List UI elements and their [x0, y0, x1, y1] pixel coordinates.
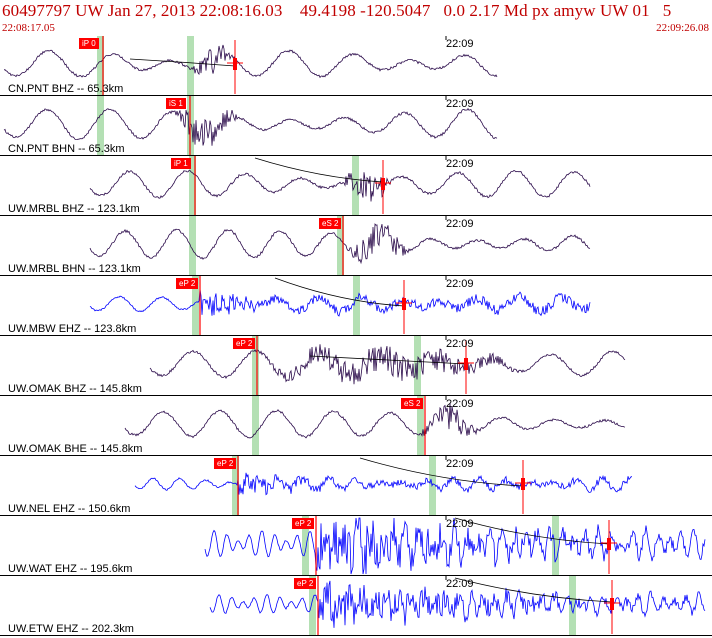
analysis-window-marker [252, 396, 259, 456]
pick-uncertainty-bar [607, 538, 611, 550]
predicted-arrival-curve [454, 517, 610, 545]
trace-panel[interactable]: 22:09 iP 0 CN.PNT BHZ -- 65.3km [0, 36, 712, 96]
trace-panel[interactable]: 22:09 iP 1 UW.MRBL BHZ -- 123.1km [0, 156, 712, 216]
predicted-arrival-curve [359, 457, 524, 487]
trace-plot [0, 276, 712, 336]
trace-stack: 22:09 iP 0 CN.PNT BHZ -- 65.3km 22:09 iS 1 CN… [0, 36, 712, 638]
time-tick-label: 22:09 [446, 218, 474, 230]
phase-pick-label[interactable]: eP 2 [176, 278, 199, 289]
trace-panel[interactable]: 22:09 eP 2 UW.WAT EHZ -- 195.6km [0, 516, 712, 576]
trace-panel[interactable]: 22:09 eP 2 UW.NEL EHZ -- 150.6km [0, 456, 712, 516]
time-tick-label: 22:09 [446, 578, 474, 590]
time-tick-label: 22:09 [446, 518, 474, 530]
time-tick-label: 22:09 [446, 38, 474, 50]
phase-pick-label[interactable]: eP 2 [233, 338, 256, 349]
trace-panel[interactable]: 22:09 eP 2 UW.ETW EHZ -- 202.3km [0, 576, 712, 636]
station-channel-label: CN.PNT BHN -- 65.3km [8, 143, 125, 155]
station-channel-label: UW.ETW EHZ -- 202.3km [8, 623, 134, 635]
waveform-trace [89, 170, 591, 202]
time-tick-label: 22:09 [446, 398, 474, 410]
pick-uncertainty-bar [464, 358, 468, 370]
trace-plot [0, 96, 712, 156]
analysis-window-marker [569, 576, 576, 636]
phase-pick-label[interactable]: eS 2 [319, 218, 342, 229]
station-channel-label: UW.WAT EHZ -- 195.6km [8, 563, 133, 575]
waveform-trace [204, 517, 706, 575]
phase-pick-label[interactable]: iP 0 [79, 38, 99, 49]
station-channel-label: UW.MRBL BHZ -- 123.1km [8, 203, 140, 215]
time-tick-label: 22:09 [446, 158, 474, 170]
pick-uncertainty-bar [402, 298, 406, 310]
waveform-trace [134, 472, 633, 496]
trace-panel[interactable]: 22:09 eP 2 UW.OMAK BHZ -- 145.8km [0, 336, 712, 396]
trace-plot [0, 576, 712, 636]
trace-plot [0, 36, 712, 96]
trace-plot [0, 456, 712, 516]
waveform-trace [3, 107, 498, 146]
predicted-arrival-curve [274, 277, 405, 307]
analysis-window-marker [352, 156, 359, 216]
phase-pick-label[interactable]: eP 2 [292, 518, 315, 529]
analysis-window-marker [189, 156, 196, 216]
trace-panel[interactable]: 22:09 eS 2 UW.OMAK BHE -- 145.8km [0, 396, 712, 456]
time-tick-label: 22:09 [446, 278, 474, 290]
analysis-window-marker [192, 276, 199, 336]
analysis-window-marker [189, 216, 196, 276]
analysis-window-marker [187, 36, 194, 96]
station-channel-label: CN.PNT BHZ -- 65.3km [8, 83, 124, 95]
analysis-window-marker [417, 396, 424, 456]
window-start-time: 22:08:17.05 [2, 22, 55, 34]
phase-pick-label[interactable]: iS 1 [166, 98, 186, 109]
waveform-trace [149, 344, 626, 385]
trace-panel[interactable]: 22:09 eP 2 UW.MBW EHZ -- 123.8km [0, 276, 712, 336]
waveform-trace [3, 44, 498, 79]
analysis-window-marker [309, 576, 316, 636]
waveform-trace [124, 403, 626, 439]
station-channel-label: UW.MRBL BHN -- 123.1km [8, 263, 141, 275]
phase-pick-label[interactable]: eP 2 [294, 578, 317, 589]
phase-pick-label[interactable]: eP 2 [214, 458, 237, 469]
time-tick-label: 22:09 [446, 98, 474, 110]
analysis-window-marker [429, 456, 436, 516]
predicted-arrival-curve [454, 577, 613, 603]
station-channel-label: UW.OMAK BHE -- 145.8km [8, 443, 143, 455]
station-channel-label: UW.NEL EHZ -- 150.6km [8, 503, 131, 515]
window-end-time: 22:09:26.08 [656, 22, 709, 34]
analysis-window-marker [353, 276, 360, 336]
trace-plot [0, 396, 712, 456]
analysis-window-marker [232, 456, 239, 516]
waveform-trace [89, 289, 591, 317]
analysis-window-marker [252, 336, 259, 396]
waveform-trace [209, 580, 706, 628]
analysis-window-marker [97, 36, 104, 96]
pick-uncertainty-bar [521, 478, 525, 490]
trace-plot [0, 216, 712, 276]
event-header: 60497797 UW Jan 27, 2013 22:08:16.03 49.… [0, 0, 712, 36]
phase-pick-label[interactable]: iP 1 [171, 158, 191, 169]
trace-panel[interactable]: 22:09 iS 1 CN.PNT BHN -- 65.3km [0, 96, 712, 156]
phase-pick-label[interactable]: eS 2 [401, 398, 424, 409]
predicted-arrival-curve [129, 58, 236, 67]
trace-plot [0, 516, 712, 576]
pick-uncertainty-bar [610, 598, 614, 610]
time-tick-label: 22:09 [446, 338, 474, 350]
predicted-arrival-curve [254, 157, 384, 183]
station-channel-label: UW.OMAK BHZ -- 145.8km [8, 383, 142, 395]
analysis-window-marker [302, 516, 309, 576]
waveform-trace [89, 223, 591, 265]
trace-panel[interactable]: 22:09 eS 2 UW.MRBL BHN -- 123.1km [0, 216, 712, 276]
pick-uncertainty-bar [233, 58, 237, 70]
analysis-window-marker [97, 96, 104, 156]
station-channel-label: UW.MBW EHZ -- 123.8km [8, 323, 137, 335]
predicted-arrival-curve [309, 355, 467, 365]
trace-plot [0, 156, 712, 216]
pick-uncertainty-bar [381, 178, 385, 190]
time-tick-label: 22:09 [446, 458, 474, 470]
analysis-window-marker [552, 516, 559, 576]
analysis-window-marker [337, 216, 344, 276]
event-title: 60497797 UW Jan 27, 2013 22:08:16.03 49.… [2, 1, 672, 20]
trace-plot [0, 336, 712, 396]
